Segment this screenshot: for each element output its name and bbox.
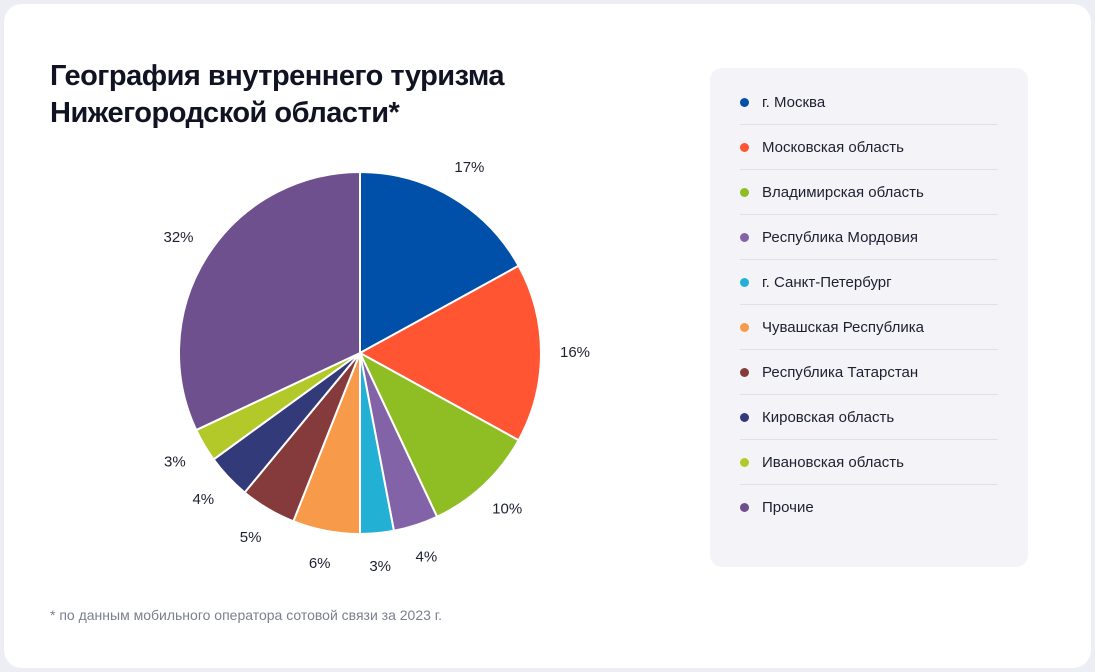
legend-dot-icon: [740, 277, 749, 287]
legend-item: Республика Мордовия: [740, 215, 998, 260]
chart-card: География внутреннего туризма Нижегородс…: [4, 4, 1091, 668]
chart-title-line2: Нижегородской области*: [50, 97, 400, 129]
legend-label: г. Санкт-Петербург: [762, 273, 892, 291]
legend-item: г. Санкт-Петербург: [740, 260, 998, 305]
slice-label: 4%: [192, 491, 214, 508]
pie-slice: [359, 171, 520, 354]
legend-label: Республика Мордовия: [762, 228, 918, 246]
slice-label: 6%: [309, 555, 331, 572]
chart-title: География внутреннего туризма Нижегородс…: [50, 58, 610, 132]
footnote: * по данным мобильного оператора сотовой…: [50, 607, 443, 623]
legend-label: Прочие: [762, 499, 814, 516]
slice-label: 10%: [492, 501, 522, 518]
legend-dot-icon: [740, 503, 749, 512]
legend-item: Ивановская область: [740, 440, 998, 485]
legend-label: Кировская область: [762, 408, 895, 426]
chart-title-line1: География внутреннего туризма: [50, 60, 505, 92]
slice-label: 3%: [369, 558, 391, 575]
legend-dot-icon: [740, 187, 749, 197]
legend-item: Кировская область: [740, 395, 998, 440]
legend-item: Владимирская область: [740, 170, 998, 215]
legend-dot-icon: [740, 97, 749, 107]
slice-label: 32%: [163, 229, 193, 246]
slice-label: 3%: [164, 453, 186, 470]
slice-label: 4%: [416, 548, 438, 565]
legend-item: Московская область: [740, 125, 998, 170]
legend-dot-icon: [740, 142, 749, 152]
legend-label: Республика Татарстан: [762, 363, 919, 381]
legend-item: Чувашская Республика: [740, 305, 998, 350]
legend-label: Чувашская Республика: [762, 318, 924, 336]
legend-dot-icon: [740, 367, 749, 377]
slice-label: 17%: [454, 159, 484, 176]
legend-label: Ивановская область: [762, 453, 904, 471]
legend-dot-icon: [740, 412, 749, 422]
slice-label: 16%: [560, 344, 590, 361]
pie-slice: [359, 264, 542, 442]
legend-item: Республика Татарстан: [740, 350, 998, 395]
legend-dot-icon: [740, 322, 749, 332]
legend: г. Москва Московская область Владимирская …: [710, 68, 1028, 567]
slice-label: 5%: [240, 529, 262, 546]
pie-chart: 17% 16% 10% 4% 3% 6% 5% 4% 3% 32%: [163, 159, 590, 575]
legend-dot-icon: [740, 457, 749, 467]
legend-label: г. Москва: [762, 93, 826, 111]
legend-label: Московская область: [762, 138, 904, 156]
legend-item: Прочие: [740, 485, 998, 530]
pie-slice: [359, 352, 520, 518]
legend-label: Владимирская область: [762, 183, 924, 201]
pie-slice: [178, 171, 361, 432]
legend-dot-icon: [740, 232, 749, 242]
legend-item: г. Москва: [740, 80, 998, 125]
